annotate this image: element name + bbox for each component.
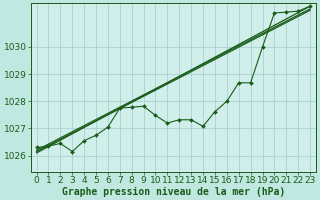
X-axis label: Graphe pression niveau de la mer (hPa): Graphe pression niveau de la mer (hPa): [62, 186, 285, 197]
